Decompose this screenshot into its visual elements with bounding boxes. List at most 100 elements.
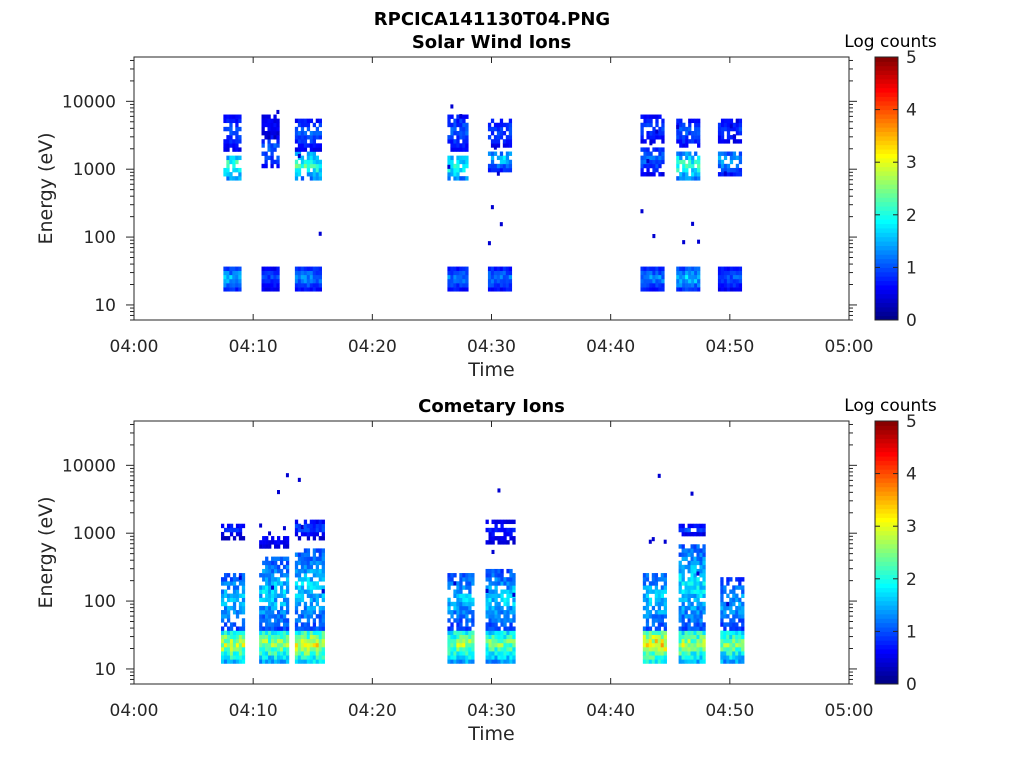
heatmap-cell: [285, 630, 290, 635]
heatmap-cell: [223, 614, 228, 619]
heatmap-cell: [450, 573, 454, 578]
heatmap-cell: [468, 593, 472, 598]
heatmap-cell: [729, 167, 734, 173]
heatmap-cell: [702, 548, 706, 553]
heatmap-cell: [690, 651, 694, 656]
heatmap-cell: [732, 597, 736, 603]
heatmap-cell: [738, 647, 742, 652]
heatmap-cell: [640, 155, 644, 161]
heatmap-cell: [220, 651, 225, 656]
heatmap-cell: [294, 630, 299, 635]
heatmap-cell: [297, 614, 302, 619]
heatmap-cell: [735, 622, 739, 627]
heatmap-cell: [694, 126, 698, 132]
heatmap-cell: [241, 659, 246, 664]
heatmap-cell: [462, 266, 466, 271]
heatmap-cell: [681, 556, 685, 562]
heatmap-cell: [735, 642, 739, 648]
heatmap-cell: [229, 126, 233, 132]
heatmap-cell: [512, 647, 516, 652]
heatmap-cell: [690, 556, 694, 562]
heatmap-cell: [241, 601, 246, 607]
heatmap-cell: [651, 655, 656, 660]
heatmap-cell: [694, 151, 698, 156]
heatmap-cell: [657, 642, 662, 648]
heatmap-cell: [297, 659, 302, 664]
heatmap-cell: [500, 577, 504, 582]
heatmap-cell: [297, 556, 302, 562]
colorbar-segment: [875, 223, 898, 229]
heatmap-cell: [720, 287, 725, 292]
heatmap-cell: [282, 556, 287, 562]
heatmap-cell: [450, 659, 454, 664]
heatmap-cell: [238, 527, 243, 533]
heatmap-cell: [655, 163, 659, 169]
heatmap-cell: [471, 638, 475, 644]
heatmap-cell: [681, 548, 685, 553]
heatmap-cell: [696, 601, 700, 607]
heatmap-cell: [241, 610, 246, 615]
heatmap-cell: [717, 172, 722, 177]
heatmap-cell: [487, 135, 492, 140]
colorbar-segment: [875, 311, 898, 317]
heatmap-cell: [642, 651, 647, 656]
heatmap-cell: [318, 622, 322, 627]
colorbar-segment: [875, 263, 898, 268]
heatmap-cell: [312, 147, 317, 152]
heatmap-cell: [491, 630, 495, 635]
heatmap-cell: [499, 159, 504, 165]
heatmap-cell: [453, 172, 457, 177]
heatmap-cell: [447, 651, 451, 656]
heatmap-cell: [223, 114, 227, 119]
heatmap-cell: [691, 130, 695, 136]
colorbar-segment: [875, 486, 898, 492]
heatmap-cell: [488, 527, 492, 533]
heatmap-cell: [642, 577, 647, 582]
heatmap-cell: [462, 147, 466, 152]
colorbar-tick-label: 2: [906, 570, 917, 590]
heatmap-cell: [702, 655, 706, 660]
heatmap-cell: [726, 614, 730, 619]
heatmap-cell: [303, 638, 308, 644]
heatmap-cell: [696, 614, 700, 619]
heatmap-cell: [462, 283, 466, 288]
heatmap-cell: [660, 610, 664, 615]
heatmap-cell: [450, 647, 454, 652]
heatmap-cell: [321, 659, 325, 664]
heatmap-cell: [318, 605, 322, 611]
heatmap-cell: [459, 651, 463, 656]
heatmap-cell: [297, 523, 302, 529]
heatmap-cell: [487, 270, 492, 276]
heatmap-cell: [738, 130, 743, 136]
heatmap-cell: [693, 659, 697, 664]
heatmap-cell: [723, 601, 727, 607]
heatmap-cell: [690, 491, 694, 496]
heatmap-cell: [681, 605, 685, 611]
heatmap-cell: [682, 240, 686, 245]
heatmap-cell: [303, 139, 308, 144]
heatmap-cell: [512, 597, 516, 603]
heatmap-cell: [468, 618, 472, 623]
heatmap-cell: [459, 114, 463, 119]
heatmap-cell: [456, 647, 460, 652]
heatmap-cell: [303, 287, 308, 292]
heatmap-cell: [471, 577, 475, 582]
heatmap-cell: [465, 601, 469, 607]
heatmap-cell: [321, 560, 325, 566]
heatmap-cell: [491, 655, 495, 660]
heatmap-cell: [688, 270, 692, 276]
heatmap-cell: [732, 172, 737, 177]
heatmap-cell: [450, 126, 454, 132]
heatmap-cell: [456, 610, 460, 615]
heatmap-cell: [658, 270, 662, 276]
heatmap-cell: [312, 270, 317, 276]
heatmap-cell: [720, 135, 725, 140]
heatmap-cell: [491, 638, 495, 644]
heatmap-cell: [238, 601, 243, 607]
heatmap-cell: [450, 630, 454, 635]
heatmap-cell: [459, 278, 463, 284]
heatmap-cell: [271, 556, 275, 562]
heatmap-cell: [282, 614, 287, 619]
heatmap-cell: [270, 274, 274, 280]
heatmap-cell: [655, 278, 659, 284]
